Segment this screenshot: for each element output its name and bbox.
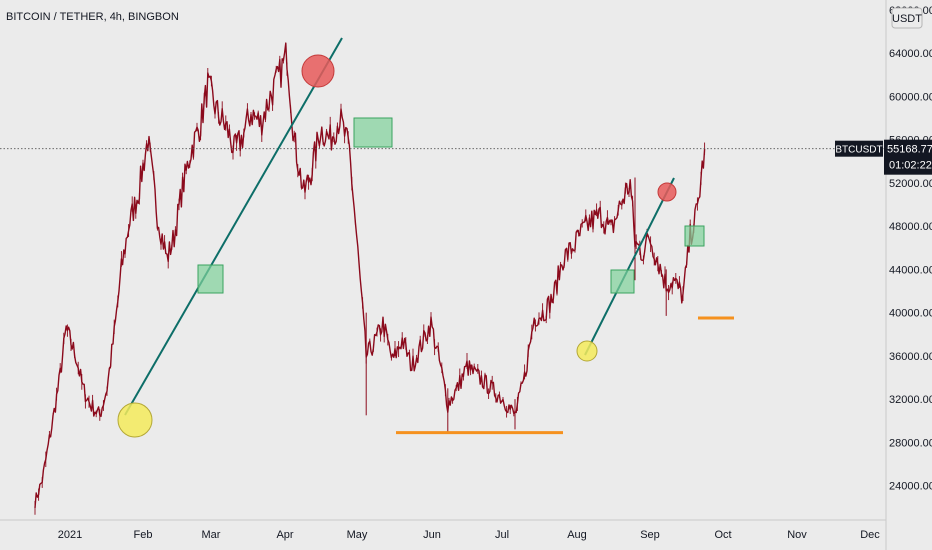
- highlight-box: [197, 264, 224, 294]
- time-tick-label: Dec: [860, 529, 880, 541]
- price-tag-value: 55168.77: [887, 144, 932, 156]
- time-tick-label: Mar: [202, 529, 221, 541]
- price-tick-label: 28000.00: [889, 437, 932, 449]
- price-series: [34, 42, 706, 515]
- price-tick-label: 44000.00: [889, 264, 932, 276]
- drawing-annotations: [0, 37, 886, 438]
- price-tick-label: 32000.00: [889, 394, 932, 406]
- symbol-tag-bg: [835, 140, 883, 157]
- time-tick-label: Apr: [276, 529, 293, 541]
- time-tick-label: Feb: [134, 529, 153, 541]
- time-tick-label: Nov: [787, 529, 807, 541]
- price-tick-label: 52000.00: [889, 178, 932, 190]
- time-axis: 2021 Feb Mar Apr May Jun Jul Aug Sep Oct Nov Dec: [58, 529, 881, 541]
- time-tick-label: Sep: [640, 529, 660, 541]
- highlight-box: [353, 117, 393, 148]
- highlight-box: [610, 269, 635, 294]
- symbol-tag-label: BTCUSDT: [835, 145, 882, 156]
- price-tick-label: 60000.00: [889, 91, 932, 103]
- top-circle-second: [657, 182, 677, 202]
- highlight-box: [684, 225, 705, 247]
- price-tick-label: 40000.00: [889, 308, 932, 320]
- symbol-title: BITCOIN / TETHER, 4h, BINGBON: [6, 11, 179, 23]
- price-tag-bg: [884, 139, 932, 175]
- time-tick-label: Jul: [495, 529, 509, 541]
- top-circle-main: [301, 54, 335, 88]
- price-line: [34, 42, 706, 508]
- grid-layer: [0, 0, 887, 550]
- time-tick-label: 2021: [58, 529, 82, 541]
- price-tick-label: 36000.00: [889, 351, 932, 363]
- time-tick-label: Oct: [714, 529, 731, 541]
- time-tick-label: Jun: [423, 529, 441, 541]
- currency-button-label: USDT: [892, 13, 922, 25]
- price-tick-label: 48000.00: [889, 221, 932, 233]
- price-axis: 24000.00 28000.00 32000.00 36000.00 40000.00…: [889, 5, 932, 493]
- price-tag: BTCUSDT 55168.77 01:02:22: [835, 139, 932, 175]
- trendline-second: [584, 177, 675, 356]
- currency-button[interactable]: [891, 7, 923, 29]
- price-tick-label: 24000.00: [889, 481, 932, 493]
- time-tick-label: May: [347, 529, 368, 541]
- price-tag-countdown: 01:02:22: [889, 160, 932, 172]
- price-tick-label: 64000.00: [889, 48, 932, 60]
- time-tick-label: Aug: [567, 529, 587, 541]
- trendline-main: [124, 37, 343, 416]
- bottom-circle-second: [576, 340, 598, 362]
- bottom-circle-main: [117, 402, 153, 438]
